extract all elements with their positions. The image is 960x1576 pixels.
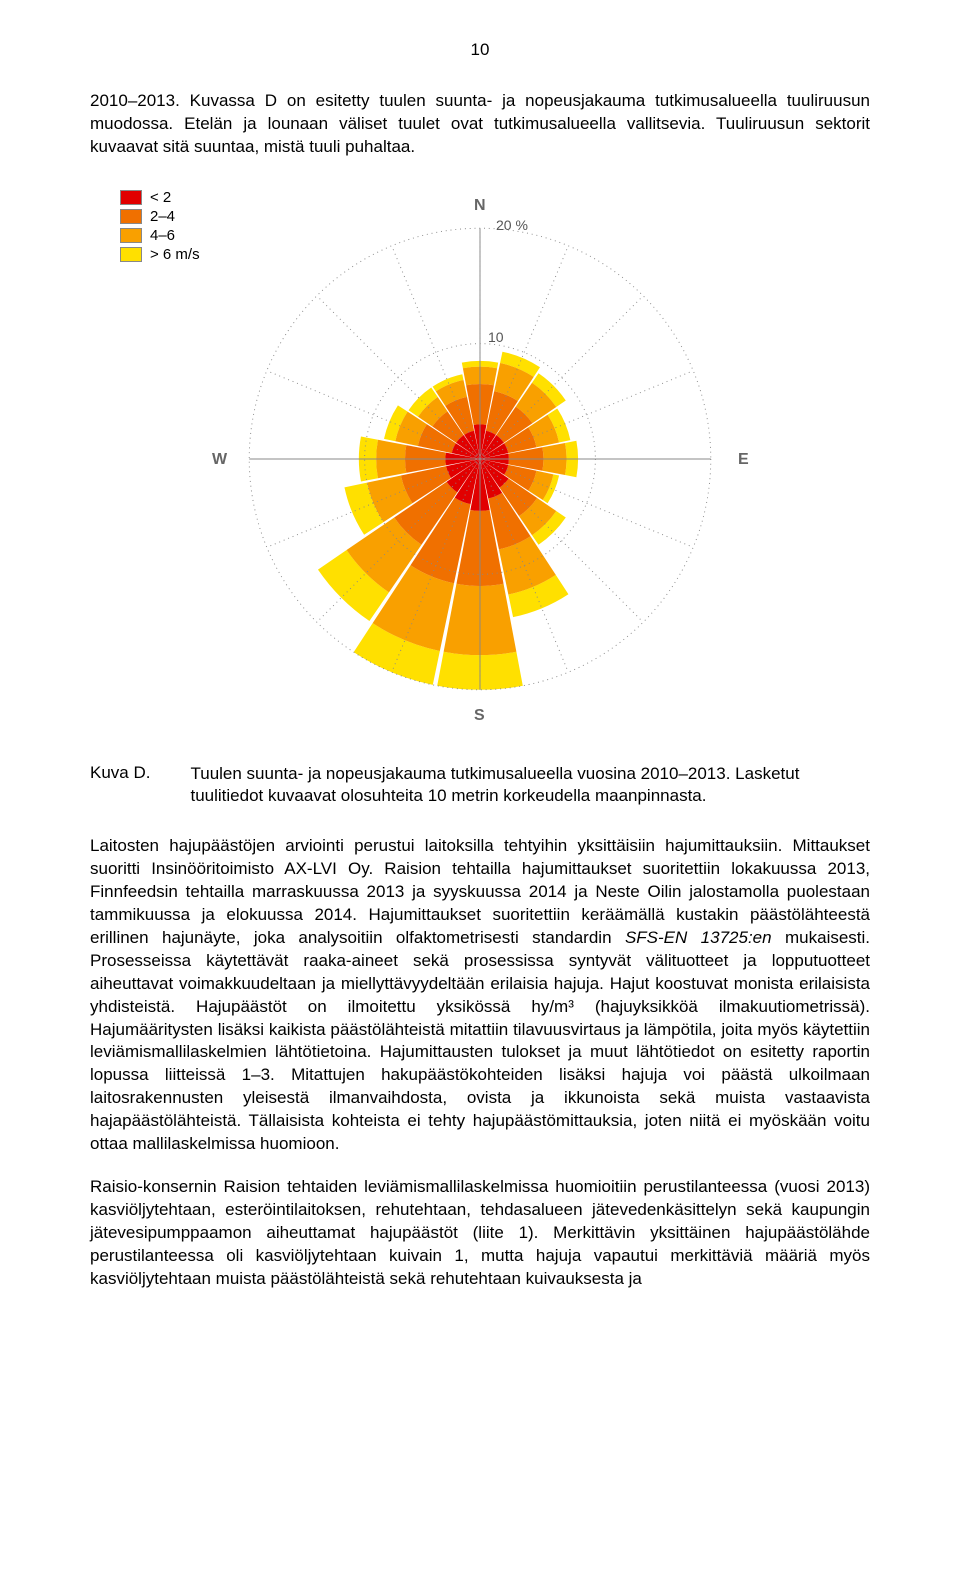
- paragraph-3: Raisio-konsernin Raision tehtaiden leviä…: [90, 1176, 870, 1291]
- paragraph-2: Laitosten hajupäästöjen arviointi perust…: [90, 835, 870, 1156]
- legend-swatch: [120, 228, 142, 243]
- legend-label: 2–4: [150, 208, 175, 225]
- legend-swatch: [120, 190, 142, 205]
- legend-item: 4–6: [120, 227, 200, 244]
- legend-label: > 6 m/s: [150, 246, 200, 263]
- compass-s: S: [474, 707, 485, 725]
- caption-label: Kuva D.: [90, 763, 150, 807]
- legend-label: 4–6: [150, 227, 175, 244]
- legend-item: < 2: [120, 189, 200, 206]
- figure-caption: Kuva D. Tuulen suunta- ja nopeusjakauma …: [90, 763, 870, 807]
- windrose-svg: [230, 209, 730, 709]
- legend-swatch: [120, 247, 142, 262]
- caption-text: Tuulen suunta- ja nopeusjakauma tutkimus…: [190, 763, 870, 807]
- legend-label: < 2: [150, 189, 171, 206]
- legend-swatch: [120, 209, 142, 224]
- document-page: 10 2010–2013. Kuvassa D on esitetty tuul…: [0, 0, 960, 1331]
- compass-w: W: [212, 451, 227, 469]
- standard-name: SFS-EN 13725:en: [625, 928, 772, 947]
- compass-e: E: [738, 451, 749, 469]
- legend-item: > 6 m/s: [120, 246, 200, 263]
- windrose-legend: < 2 2–4 4–6 > 6 m/s: [120, 189, 200, 265]
- page-number: 10: [90, 40, 870, 60]
- paragraph-text: mukaisesti. Prosesseissa käytettävät raa…: [90, 928, 870, 1153]
- legend-item: 2–4: [120, 208, 200, 225]
- windrose-figure: < 2 2–4 4–6 > 6 m/s N E S W 20 % 10: [90, 179, 870, 739]
- paragraph-1: 2010–2013. Kuvassa D on esitetty tuulen …: [90, 90, 870, 159]
